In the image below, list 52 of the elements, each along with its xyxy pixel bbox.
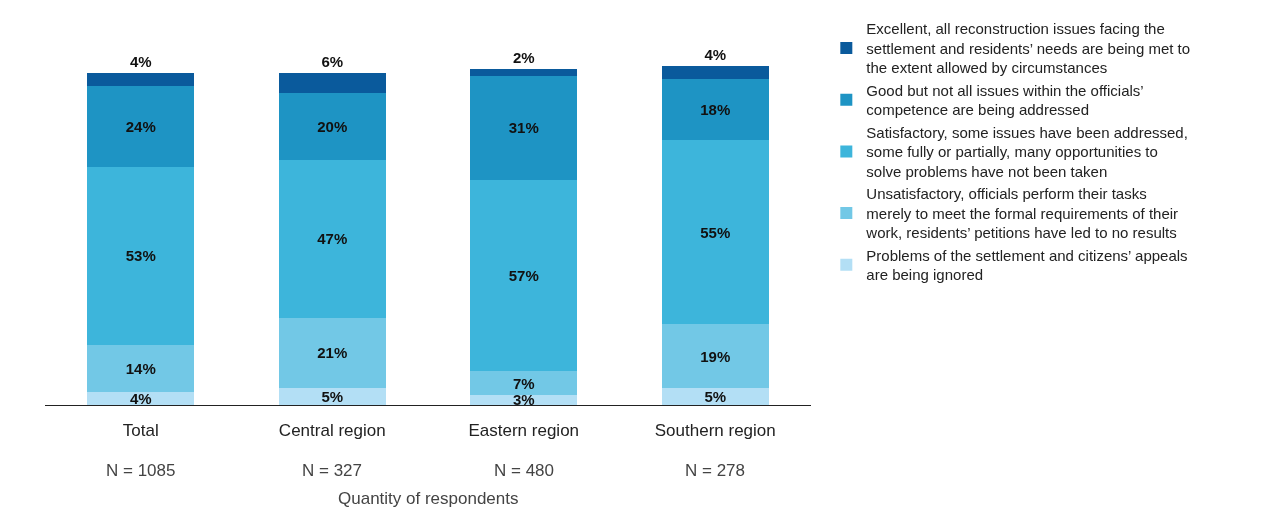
data-label: 24%: [125, 117, 156, 135]
data-label: 21%: [317, 344, 348, 362]
data-label: 7%: [512, 374, 535, 392]
bar: [661, 65, 769, 80]
x-axis-title: Quantity of respondents: [338, 489, 519, 508]
bar: [278, 388, 386, 405]
bar: [87, 72, 195, 86]
data-label: 3%: [512, 391, 535, 409]
data-label: 55%: [700, 223, 731, 241]
x-tick-label: Central region: [278, 421, 386, 441]
x-tick-label: Southern region: [654, 421, 776, 441]
bar: [278, 72, 386, 93]
data-label: 14%: [125, 359, 156, 377]
bar: [278, 92, 386, 160]
data-label: 57%: [508, 267, 539, 285]
bar: [661, 139, 769, 325]
data-label: 4%: [129, 52, 152, 70]
data-label: 19%: [700, 347, 731, 365]
text: N = 327: [302, 461, 363, 480]
text: N = 1085: [106, 461, 176, 480]
bar: [278, 159, 386, 318]
data-label: 4%: [704, 45, 727, 63]
data-label: 5%: [704, 388, 727, 406]
bar: [661, 79, 769, 140]
legend-label: Problems of the settlement and citizens’ appeals are being ignored: [866, 246, 1188, 284]
x-tick-label: Eastern region: [468, 421, 580, 441]
data-label: 5%: [321, 388, 344, 406]
data-label: 6%: [321, 52, 344, 70]
bar: [470, 371, 578, 395]
legend-label: Unsatisfactory, officials perform their tasks merely to meet the formal requirements of their work, residents’ petitions have led to no results: [865, 185, 1179, 242]
x-tick-label: Total: [122, 421, 159, 441]
bar: [470, 180, 578, 372]
bar: [470, 75, 578, 181]
bar: [661, 324, 769, 389]
data-label: 18%: [700, 101, 731, 118]
bar: [87, 166, 195, 345]
data-label: 53%: [125, 247, 156, 265]
legend-label: Excellent, all reconstruction issues facing the settlement and residents’ needs are being met to the extent allowed by circumstances: [866, 20, 1191, 77]
data-label: 31%: [508, 119, 539, 137]
data-label: 47%: [317, 230, 348, 248]
legend-label: Good but not all issues within the officials’ competence are being addressed: [866, 81, 1144, 119]
bar: [661, 388, 769, 405]
data-label: 2%: [512, 49, 535, 67]
bar: [470, 69, 578, 76]
bar: [87, 86, 195, 167]
bar: [87, 344, 195, 392]
bar: [278, 317, 386, 389]
text: N = 278: [685, 461, 746, 480]
text: N = 480: [494, 461, 555, 480]
legend-label: Satisfactory, some issues have been addressed, some fully or partially, many opportunities to solve problems have not been taken: [866, 123, 1188, 180]
data-label: 20%: [317, 117, 348, 135]
data-label: 4%: [129, 389, 152, 407]
